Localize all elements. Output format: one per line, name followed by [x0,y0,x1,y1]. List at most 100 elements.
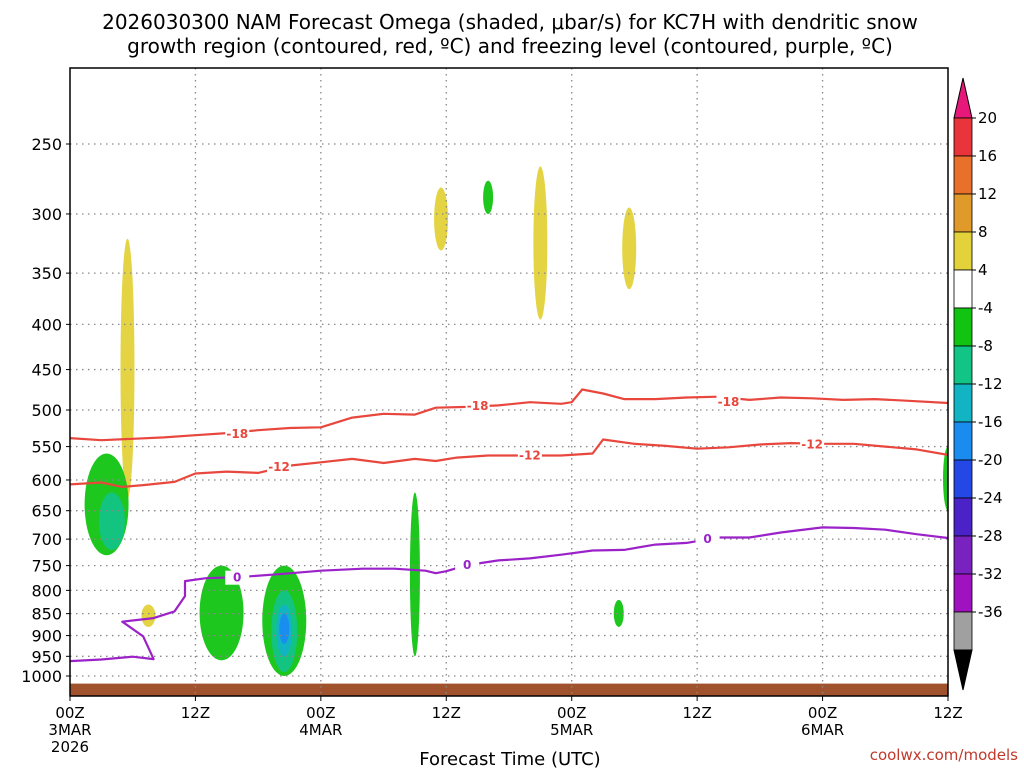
colorbar-label: 12 [978,185,997,203]
contour-label: -18 [467,399,489,413]
colorbar-label: 8 [978,223,988,241]
contour-label: 0 [463,558,471,572]
colorbar-label: -32 [978,565,1003,583]
y-tick-label: 750 [31,557,62,576]
omega-region [622,207,637,290]
colorbar-box [953,117,973,157]
omega-region [533,166,548,320]
contour-label-bg [267,459,292,474]
contour-label-bg [517,448,542,463]
y-tick-label: 700 [31,530,62,549]
credit-text: coolwx.com/models [870,746,1018,764]
y-tick-label: 400 [31,315,62,334]
contour-label: -12 [801,437,823,451]
title: 2026030300 NAM Forecast Omega (shaded, μ… [102,10,918,58]
grid [70,68,948,696]
y-tick-label: 500 [31,401,62,420]
title-line-1: 2026030300 NAM Forecast Omega (shaded, μ… [102,10,918,34]
colorbar-box [953,459,973,499]
colorbar-box [953,573,973,613]
y-tick-label: 900 [31,627,62,646]
colorbar-box [953,611,973,651]
colorbar-label: -12 [978,375,1003,393]
omega-region [98,492,125,550]
omega-region [613,599,624,627]
contour-line [70,526,948,663]
contour-label-bg [225,570,250,585]
colorbar-top-arrow [953,77,973,119]
x-tick-label: 3MAR [48,721,91,739]
x-tick-label: 00Z [306,704,335,722]
omega-region [279,613,290,645]
x-tick-label: 6MAR [801,721,844,739]
surface-terrain [70,683,948,696]
y-tick-label: 1000 [21,667,62,686]
y-tick-label: 950 [31,647,62,666]
colorbar-box [953,269,973,309]
contour-label: 0 [703,532,711,546]
colorbar-box [953,307,973,347]
contour-label-bg [800,437,825,452]
colorbar-box [953,383,973,423]
colorbar-box [953,421,973,461]
plot-frame [69,67,949,697]
x-tick-label: 00Z [55,704,84,722]
plot-content: -18 -18 -18 -12 -12 -12 0 0 0 [70,68,948,696]
colorbar-box [953,193,973,233]
x-axis-title: Forecast Time (UTC) [419,749,600,768]
colorbar-box [953,345,973,385]
contour-label: -18 [226,427,248,441]
contour-line [70,438,948,488]
x-tick-label: 4MAR [299,721,342,739]
omega-region [120,238,135,499]
x-tick-label: 00Z [557,704,586,722]
colorbar-label: -8 [978,337,993,355]
omega-region [141,604,156,627]
contour-label-bg [225,426,250,441]
x-tick-label: 12Z [933,704,962,722]
colorbar-box [953,497,973,537]
y-tick-label: 300 [31,205,62,224]
colorbar-label: -24 [978,489,1003,507]
plot-area: -18 -18 -18 -12 -12 -12 0 0 0 [70,68,948,696]
contour-label: -18 [718,395,740,409]
colorbar-label: 4 [978,261,988,279]
omega-region [483,180,494,214]
omega-region [434,187,449,251]
title-line-2: growth region (contoured, red, ºC) and f… [127,34,893,58]
omega-region [199,565,244,661]
x-tick-label: 5MAR [550,721,593,739]
contour-label-bg [716,395,741,410]
omega-region [943,446,948,511]
x-tick-label: 12Z [432,704,461,722]
y-tick-label: 550 [31,438,62,457]
contour-label: 0 [233,571,241,585]
x-tick-label: 12Z [181,704,210,722]
y-tick-label: 850 [31,605,62,624]
colorbar-label: -20 [978,451,1003,469]
colorbar-box [953,231,973,271]
contour-line [70,388,948,442]
colorbar-label: -28 [978,527,1003,545]
y-tick-label: 800 [31,581,62,600]
x-tick-label: 12Z [682,704,711,722]
contour-label-bg [695,532,720,547]
y-tick-label: 250 [31,135,62,154]
y-tick-label: 350 [31,264,62,283]
y-tick-label: 600 [31,471,62,490]
y-tick-label: 650 [31,502,62,521]
contour-label-bg [465,399,490,414]
y-axis: 250 300 350 400 450 500 550 600 650 700 750 800 850 9… [21,135,70,686]
y-tick-label: 450 [31,361,62,380]
contour-label-bg [455,558,480,573]
colorbar-bottom-arrow [953,649,973,691]
omega-region [409,492,420,657]
colorbar-label: 16 [978,147,997,165]
colorbar-box [953,535,973,575]
colorbar-label: -16 [978,413,1003,431]
colorbar-label: -36 [978,603,1003,621]
contour-label: -12 [268,460,290,474]
x-tick-label: 2026 [51,738,89,756]
